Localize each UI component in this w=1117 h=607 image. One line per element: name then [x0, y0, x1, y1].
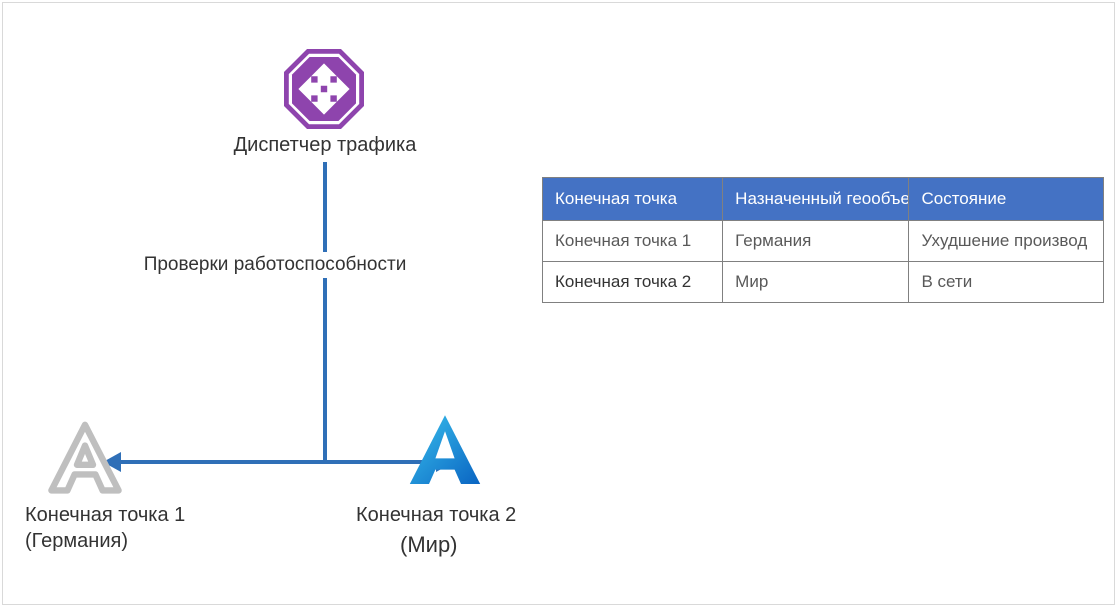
- cell-endpoint: Конечная точка 1: [543, 221, 723, 262]
- cell-status: Ухудшение производ: [909, 221, 1104, 262]
- endpoint-2-name: Конечная точка 2: [356, 504, 556, 527]
- connector-horizontal: [118, 460, 438, 464]
- table-header-status: Состояние: [909, 178, 1104, 221]
- endpoint-2-icon: [405, 412, 485, 492]
- connector-vertical: [323, 162, 327, 462]
- endpoint-1-icon: [45, 420, 125, 500]
- cell-geo: Мир: [723, 262, 909, 303]
- healthcheck-label: Проверки работоспособности: [130, 252, 420, 278]
- table-header-endpoint: Конечная точка: [543, 178, 723, 221]
- table-row: Конечная точка 1 Германия Ухудшение прои…: [543, 221, 1104, 262]
- traffic-manager-label: Диспетчер трафика: [200, 134, 450, 157]
- endpoint-2-sub: (Мир): [400, 532, 600, 558]
- endpoint-1-sub: (Германия): [25, 530, 225, 553]
- traffic-manager-icon: [284, 49, 364, 129]
- table-row: Конечная точка 2 Мир В сети: [543, 262, 1104, 303]
- table-header-geo: Назначенный геообъект: [723, 178, 909, 221]
- cell-endpoint: Конечная точка 2: [543, 262, 723, 303]
- table-header-row: Конечная точка Назначенный геообъект Сос…: [543, 178, 1104, 221]
- endpoint-1-name: Конечная точка 1: [25, 504, 225, 527]
- cell-status: В сети: [909, 262, 1104, 303]
- cell-geo: Германия: [723, 221, 909, 262]
- endpoint-table: Конечная точка Назначенный геообъект Сос…: [542, 177, 1104, 303]
